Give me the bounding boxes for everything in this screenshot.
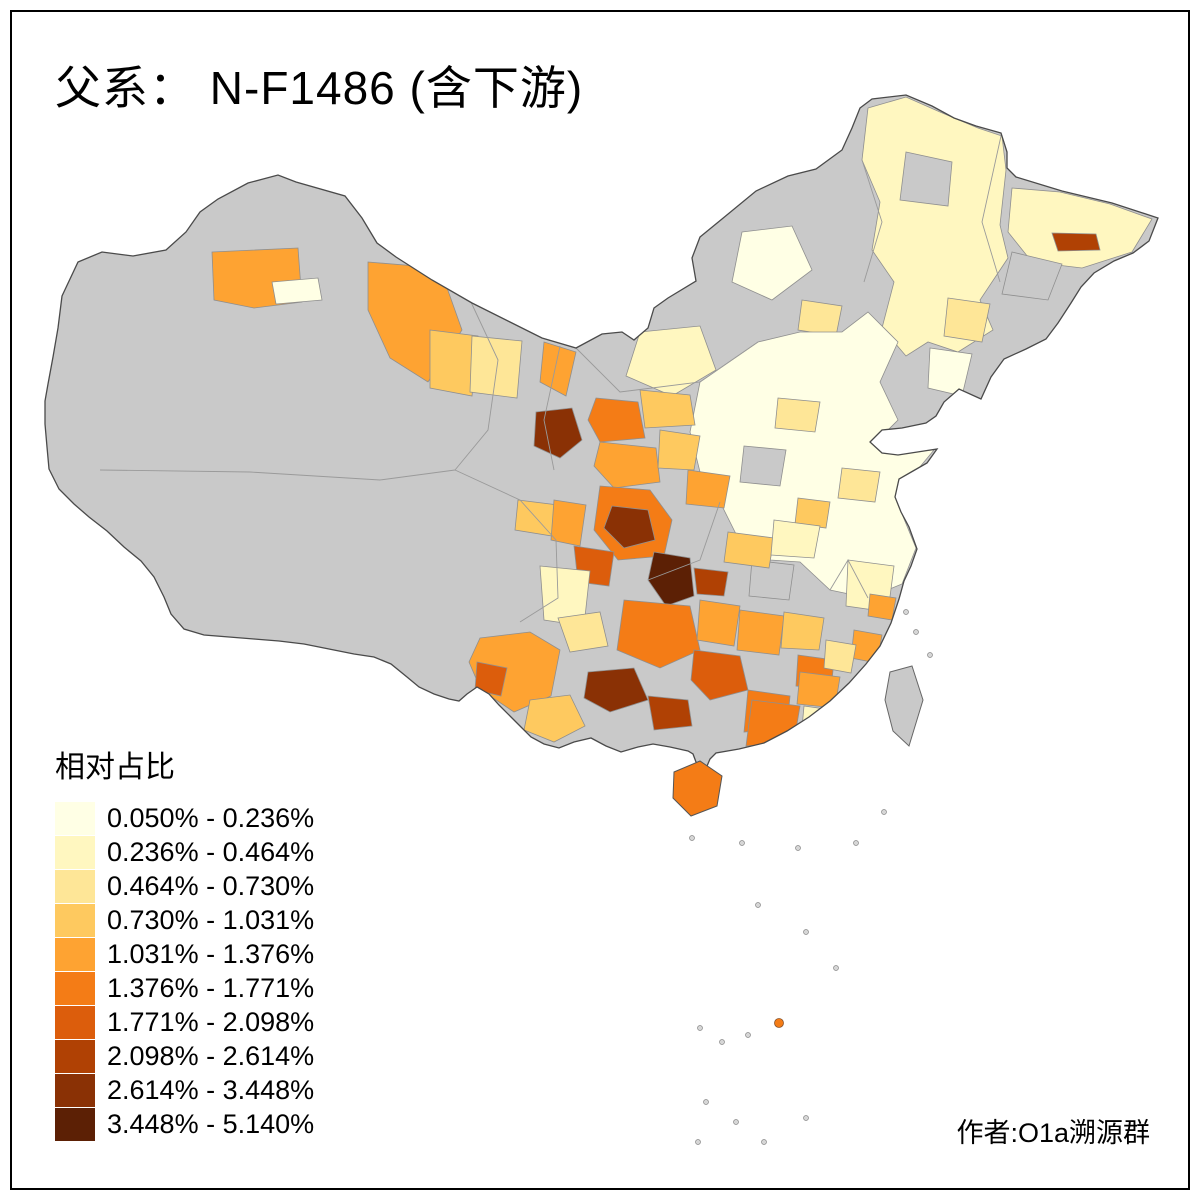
- legend-item: 3.448% - 5.140%: [55, 1108, 314, 1141]
- attribution-text: 作者:O1a溯源群: [956, 1118, 1150, 1148]
- legend-label: 0.050% - 0.236%: [107, 803, 315, 833]
- taiwan-island: [884, 665, 924, 747]
- legend-item: 1.376% - 1.771%: [55, 972, 314, 1005]
- legend-swatch: [55, 1074, 95, 1107]
- legend-title: 相对占比: [55, 751, 175, 784]
- legend-item: 0.236% - 0.464%: [55, 836, 314, 869]
- legend-item: 0.730% - 1.031%: [55, 904, 314, 937]
- legend-swatch: [55, 802, 95, 835]
- page-title: 父系： N-F1486 (含下游): [55, 62, 584, 114]
- legend-label: 1.376% - 1.771%: [107, 973, 315, 1003]
- legend-swatch: [55, 1108, 95, 1141]
- legend-label: 2.614% - 3.448%: [107, 1075, 315, 1105]
- legend-item: 2.614% - 3.448%: [55, 1074, 314, 1107]
- legend: 相对占比 0.050% - 0.236% 0.236% - 0.464% 0.4…: [55, 742, 314, 1142]
- mainland-outline: [44, 94, 1159, 770]
- legend-label: 3.448% - 5.140%: [107, 1109, 315, 1139]
- legend-label: 0.236% - 0.464%: [107, 837, 315, 867]
- legend-item: 2.098% - 2.614%: [55, 1040, 314, 1073]
- legend-item: 1.031% - 1.376%: [55, 938, 314, 971]
- legend-label: 2.098% - 2.614%: [107, 1041, 315, 1071]
- legend-label: 1.771% - 2.098%: [107, 1007, 315, 1037]
- hainan-island: [672, 760, 723, 817]
- legend-swatch: [55, 1040, 95, 1073]
- islands: [672, 609, 933, 1145]
- legend-label: 1.031% - 1.376%: [107, 939, 315, 969]
- legend-swatch: [55, 1006, 95, 1039]
- legend-item: 1.771% - 2.098%: [55, 1006, 314, 1039]
- legend-label: 0.730% - 1.031%: [107, 905, 315, 935]
- legend-item: 0.464% - 0.730%: [55, 870, 314, 903]
- paracel-orange-island: [774, 1018, 784, 1028]
- province-borders: [99, 135, 1002, 623]
- legend-swatch: [55, 870, 95, 903]
- prefecture-patches: [211, 96, 1153, 747]
- legend-item: 0.050% - 0.236%: [55, 802, 314, 835]
- legend-label: 0.464% - 0.730%: [107, 871, 315, 901]
- small-islands: [689, 609, 933, 1145]
- legend-swatch: [55, 836, 95, 869]
- legend-swatch: [55, 938, 95, 971]
- legend-swatch: [55, 904, 95, 937]
- legend-swatch: [55, 972, 95, 1005]
